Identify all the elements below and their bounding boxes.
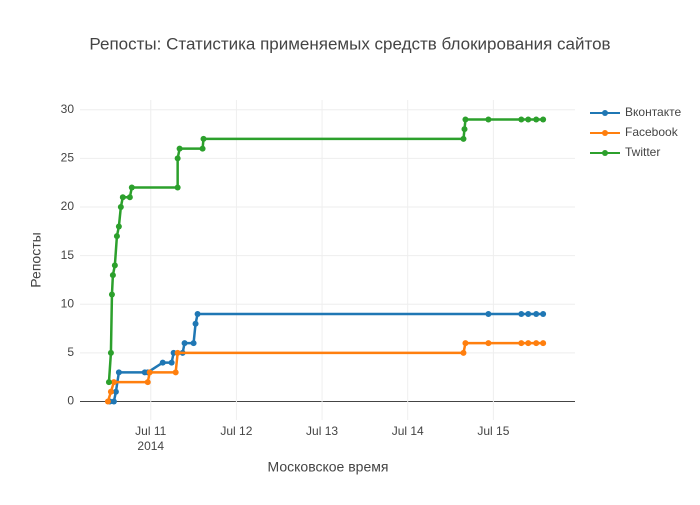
data-point — [460, 135, 467, 142]
x-tick-label: Jul 12 — [220, 424, 252, 438]
data-point — [115, 223, 122, 230]
data-point — [533, 116, 540, 123]
data-point — [540, 116, 547, 123]
data-point — [115, 369, 122, 376]
x-axis-label: Московское время — [268, 459, 389, 475]
y-tick-label: 10 — [61, 296, 75, 310]
data-point — [533, 340, 540, 347]
data-point — [176, 145, 183, 152]
data-point — [525, 340, 532, 347]
data-point — [119, 194, 126, 201]
data-point — [111, 262, 118, 269]
x-tick-label: Jul 13 — [306, 424, 338, 438]
legend-marker — [602, 150, 608, 156]
y-tick-label: 25 — [61, 151, 75, 165]
data-point — [200, 135, 207, 142]
data-point — [540, 310, 547, 317]
data-point — [525, 310, 532, 317]
chart-title: Репосты: Статистика применяемых средств … — [89, 34, 610, 53]
data-point — [117, 203, 124, 210]
y-tick-label: 0 — [67, 394, 74, 408]
data-point — [192, 320, 199, 327]
data-point — [146, 369, 153, 376]
data-point — [107, 349, 114, 356]
data-point — [462, 340, 469, 347]
legend-label: Twitter — [625, 145, 660, 159]
data-point — [194, 310, 201, 317]
data-point — [174, 349, 181, 356]
data-point — [110, 379, 117, 386]
series-line — [109, 312, 544, 403]
data-point — [128, 184, 135, 191]
data-point — [181, 340, 188, 347]
data-point — [461, 126, 468, 133]
data-point — [144, 379, 151, 386]
y-tick-label: 5 — [67, 345, 74, 359]
legend-marker — [602, 110, 608, 116]
data-point — [540, 340, 547, 347]
data-point — [168, 359, 175, 366]
legend-marker — [602, 130, 608, 136]
y-tick-label: 30 — [61, 102, 75, 116]
legend-label: Вконтакте — [625, 105, 681, 119]
data-point — [174, 155, 181, 162]
data-point — [460, 349, 467, 356]
data-point — [172, 369, 179, 376]
data-point — [159, 359, 166, 366]
data-point — [485, 310, 492, 317]
data-point — [110, 398, 117, 405]
data-point — [112, 388, 119, 395]
legend-label: Facebook — [625, 125, 679, 139]
data-point — [126, 194, 133, 201]
data-point — [485, 116, 492, 123]
data-point — [107, 388, 114, 395]
data-point — [113, 233, 120, 240]
data-point — [485, 340, 492, 347]
data-point — [190, 340, 197, 347]
data-point — [174, 184, 181, 191]
x-tick-label: Jul 15 — [477, 424, 509, 438]
y-tick-label: 20 — [61, 199, 75, 213]
y-tick-label: 15 — [61, 248, 75, 262]
data-point — [518, 310, 525, 317]
y-axis-label: Репосты — [28, 232, 44, 287]
x-year-label: 2014 — [137, 439, 164, 453]
data-point — [104, 398, 111, 405]
data-point — [109, 272, 116, 279]
data-point — [199, 145, 206, 152]
x-tick-label: Jul 14 — [392, 424, 424, 438]
data-point — [533, 310, 540, 317]
data-point — [105, 379, 112, 386]
data-point — [108, 291, 115, 298]
data-point — [525, 116, 532, 123]
data-point — [518, 340, 525, 347]
x-tick-label: Jul 11 — [135, 424, 166, 438]
data-point — [462, 116, 469, 123]
data-point — [518, 116, 525, 123]
